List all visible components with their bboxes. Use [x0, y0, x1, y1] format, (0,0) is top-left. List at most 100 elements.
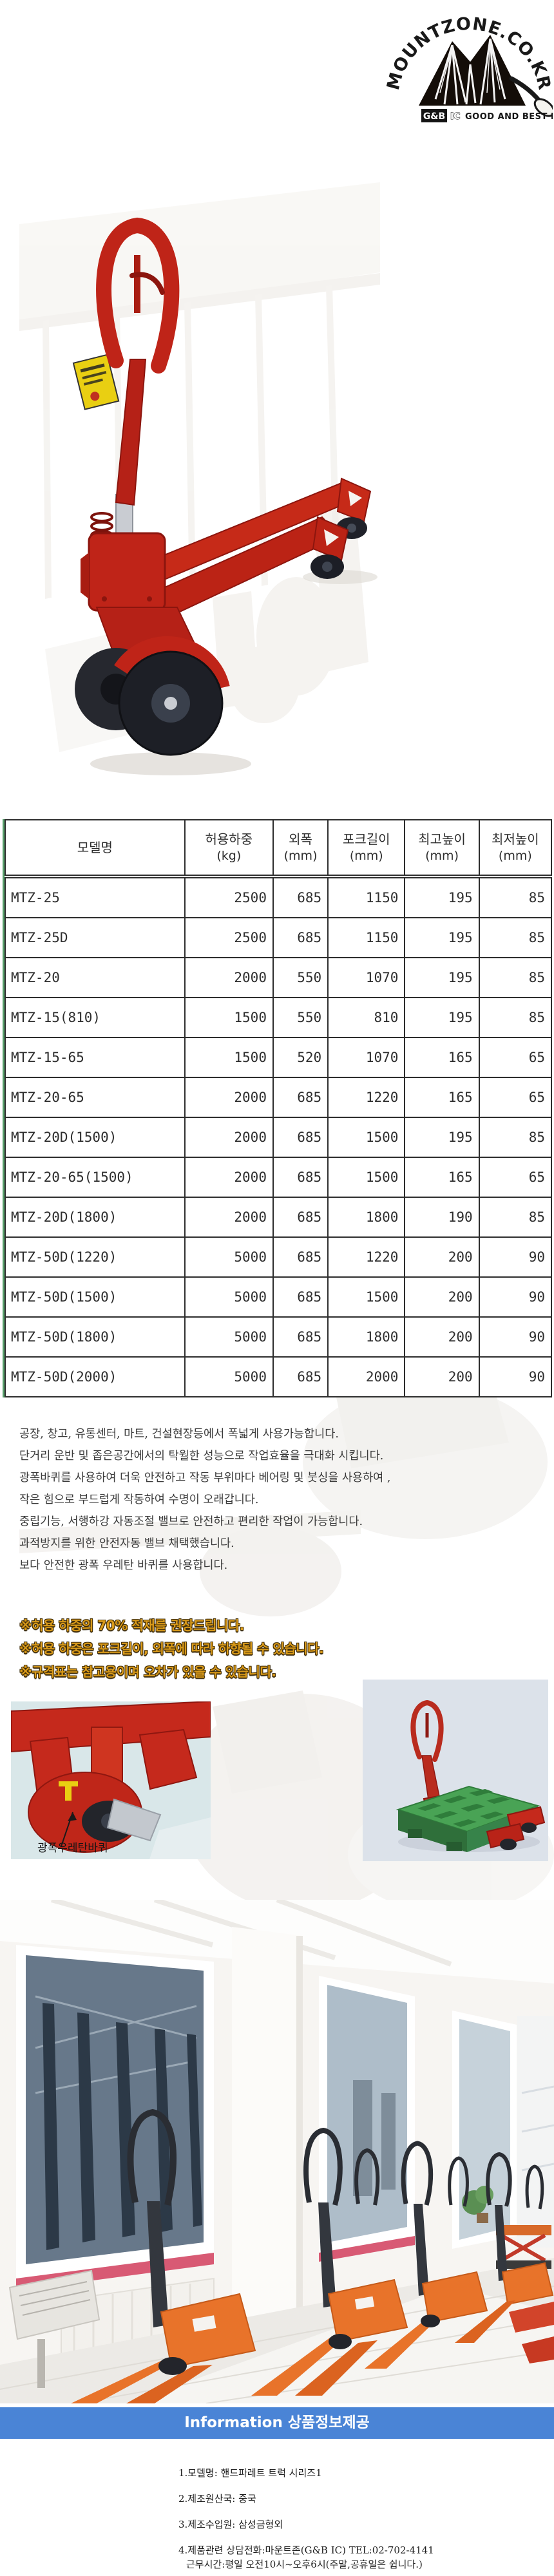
cell-model: MTZ-20-65(1500): [5, 1157, 186, 1198]
table-row: MTZ-25 2500 685 1150 195 85: [5, 876, 553, 918]
table-row: MTZ-15(810) 1500 550 810 195 85: [5, 997, 553, 1038]
product-info-line: 2.제조원산국: 중국: [178, 2493, 256, 2505]
cell-width: 685: [272, 1117, 329, 1158]
cell-fork: 1500: [327, 1117, 406, 1158]
cell-fork: 1500: [327, 1157, 406, 1198]
cell-max: 195: [404, 1117, 480, 1158]
product-info-line: 1.모델명: 핸드파레트 트럭 시리즈1: [178, 2467, 322, 2479]
cell-load: 5000: [184, 1276, 274, 1318]
cell-width: 550: [272, 997, 329, 1038]
cell-model: MTZ-15-65: [5, 1037, 186, 1078]
column-unit: (mm): [349, 849, 383, 863]
cell-fork: 1070: [327, 1037, 406, 1078]
wheel-label: 광폭우레탄바퀴: [37, 1842, 108, 1855]
pallet-truck-illustration: [72, 217, 377, 775]
cell-load: 2000: [184, 957, 274, 998]
cell-min: 65: [478, 1037, 553, 1078]
cell-model: MTZ-25: [5, 876, 186, 918]
product-info-line: 3.제조수입원: 삼성금형외: [178, 2519, 283, 2530]
table-row: MTZ-50D(1500) 5000 685 1500 200 90: [5, 1276, 553, 1318]
cell-max: 195: [404, 876, 480, 918]
table-row: MTZ-25D 2500 685 1150 195 85: [5, 917, 553, 958]
cell-max: 165: [404, 1037, 480, 1078]
table-row: MTZ-20 2000 550 1070 195 85: [5, 957, 553, 998]
cell-fork: 1800: [327, 1316, 406, 1358]
table-row: MTZ-20-65 2000 685 1220 165 65: [5, 1077, 553, 1118]
cell-load: 1500: [184, 997, 274, 1038]
cell-model: MTZ-50D(1220): [5, 1236, 186, 1278]
product-info-line: 4.제품관련 상담전화:마운트존(G&B IC) TEL:02-702-4141: [178, 2544, 434, 2556]
column-unit: (kg): [216, 849, 242, 863]
cell-fork: 1070: [327, 957, 406, 998]
cell-model: MTZ-50D(2000): [5, 1356, 186, 1397]
column-unit: (mm): [283, 849, 318, 863]
pallet-lift-image: [363, 1680, 548, 1861]
cell-load: 2000: [184, 1197, 274, 1238]
warning-line: ※규격표는 참고용이며 오차가 있을 수 있습니다.: [19, 1664, 276, 1680]
cell-min: 90: [478, 1236, 553, 1278]
table-row: MTZ-20-65(1500) 2000 685 1500 165 65: [5, 1157, 553, 1198]
feature-line: 광폭바퀴를 사용하여 더욱 안전하고 작동 부위마다 베어링 및 붓싱을 사용하…: [19, 1472, 391, 1484]
spec-column-header: 모델명: [5, 819, 186, 878]
cell-max: 165: [404, 1077, 480, 1118]
spec-column-header: 최저높이 (mm): [478, 819, 553, 878]
cell-model: MTZ-20: [5, 957, 186, 998]
cell-min: 85: [478, 997, 553, 1038]
feature-line: 작은 힘으로 부드럽게 작동하여 수명이 오래갑니다.: [19, 1493, 259, 1506]
cell-fork: 1150: [327, 876, 406, 918]
cell-max: 200: [404, 1236, 480, 1278]
mountain-icon: [419, 35, 553, 117]
cell-fork: 2000: [327, 1356, 406, 1397]
column-label: 최저높이: [492, 831, 539, 847]
cell-width: 685: [272, 1276, 329, 1318]
cell-model: MTZ-20D(1500): [5, 1117, 186, 1158]
spec-table-wrap: 모델명 허용하중 (kg) 외폭 (mm): [3, 819, 554, 1397]
cell-max: 195: [404, 997, 480, 1038]
column-label: 최고높이: [418, 831, 466, 847]
warning-line: ※허용 하중의 70% 적재를 권장드립니다.: [19, 1618, 244, 1633]
cell-width: 520: [272, 1037, 329, 1078]
cell-fork: 1220: [327, 1236, 406, 1278]
hero-product-photo: [19, 182, 380, 775]
info-bar: Information 상품정보제공: [0, 2407, 554, 2439]
logo-tagline: GOOD AND BEST IC: [465, 112, 553, 122]
cell-max: 165: [404, 1157, 480, 1198]
cell-load: 2500: [184, 917, 274, 958]
showroom-photo: [0, 1900, 554, 2403]
cell-min: 85: [478, 876, 553, 918]
spec-table-header-row: 모델명 허용하중 (kg) 외폭 (mm): [5, 819, 553, 878]
column-unit: (mm): [498, 849, 532, 863]
product-info-block: 1.모델명: 핸드파레트 트럭 시리즈1 2.제조원산국: 중국 3.제조수입원…: [178, 2454, 539, 2576]
warning-text-block: ※허용 하중의 70% 적재를 권장드립니다. ※허용 하중은 포크길이, 외폭에…: [19, 1614, 535, 1683]
cell-load: 5000: [184, 1236, 274, 1278]
feature-line: 보다 안전한 광폭 우레탄 바퀴를 사용합니다.: [19, 1559, 228, 1572]
warning-line: ※허용 하중은 포크길이, 외폭에 따라 하향될 수 있습니다.: [19, 1641, 324, 1656]
cell-load: 2000: [184, 1077, 274, 1118]
cell-width: 685: [272, 1197, 329, 1238]
cell-min: 85: [478, 957, 553, 998]
table-row: MTZ-20D(1500) 2000 685 1500 195 85: [5, 1117, 553, 1158]
cell-max: 195: [404, 957, 480, 998]
cell-max: 195: [404, 917, 480, 958]
cell-width: 685: [272, 1356, 329, 1397]
cell-fork: 1800: [327, 1197, 406, 1238]
logo-tagline-row: G&B IC GOOD AND BEST IC: [421, 109, 553, 122]
cell-model: MTZ-20-65: [5, 1077, 186, 1118]
cell-load: 5000: [184, 1316, 274, 1358]
feature-line: 과적방지를 위한 안전자동 밸브 채택했습니다.: [19, 1537, 234, 1550]
cell-load: 2500: [184, 876, 274, 918]
cell-model: MTZ-50D(1500): [5, 1276, 186, 1318]
feature-text-block: 공장, 창고, 유통센터, 마트, 건설현장등에서 폭넓게 사용가능합니다. 단거…: [19, 1423, 535, 1577]
info-bar-title: Information 상품정보제공: [184, 2414, 370, 2431]
table-row: MTZ-15-65 1500 520 1070 165 65: [5, 1037, 553, 1078]
mountzone-logo: MOUNTZONE.CO.KR G&B IC GOOD AND BEST IC: [385, 14, 553, 122]
cell-max: 190: [404, 1197, 480, 1238]
cell-width: 685: [272, 1236, 329, 1278]
table-row: MTZ-50D(1800) 5000 685 1800 200 90: [5, 1316, 553, 1358]
cell-width: 685: [272, 876, 329, 918]
wheel-closeup-image: [11, 1701, 211, 1859]
cell-model: MTZ-25D: [5, 917, 186, 958]
cell-load: 1500: [184, 1037, 274, 1078]
feature-line: 단거리 운반 및 좁은공간에서의 탁월한 성능으로 작업효율을 극대화 시킵니다…: [19, 1450, 384, 1463]
cell-width: 685: [272, 1077, 329, 1118]
